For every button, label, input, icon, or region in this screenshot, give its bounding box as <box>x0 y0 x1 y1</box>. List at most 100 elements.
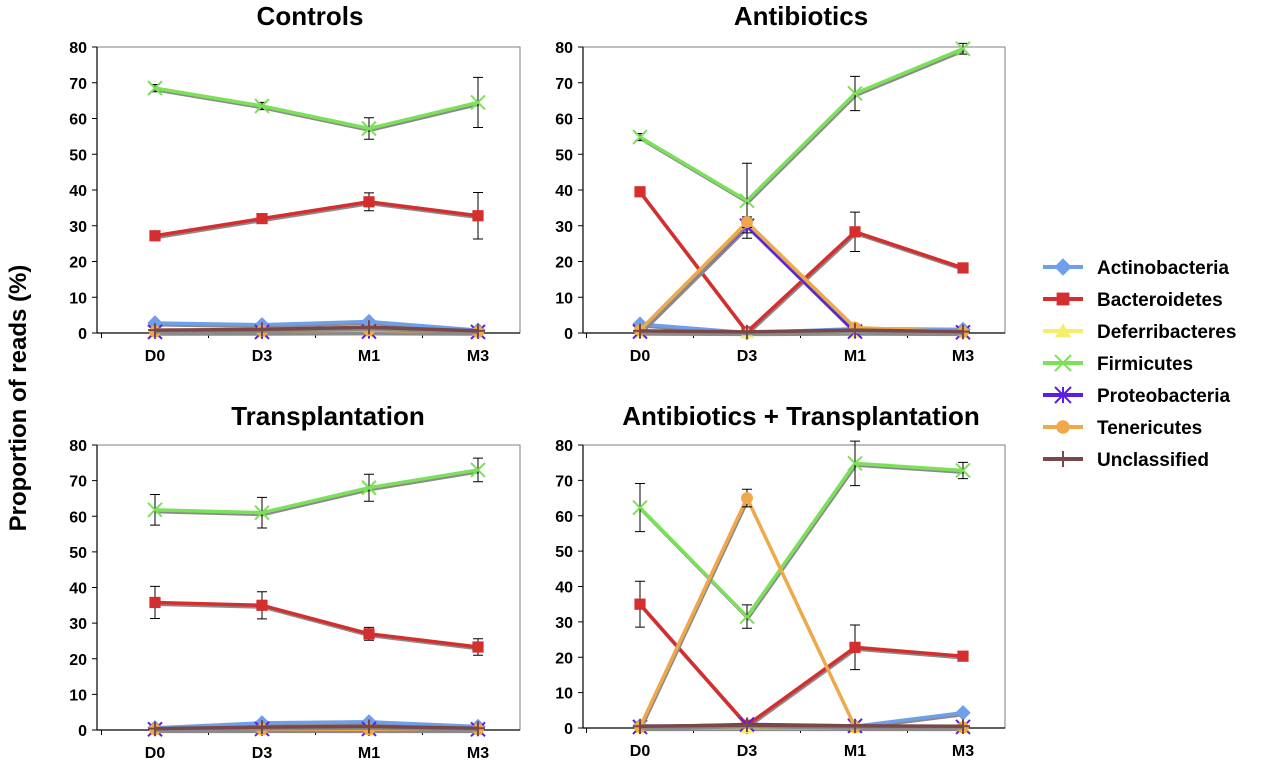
y-tick-label: 70 <box>69 474 87 491</box>
data-point <box>472 210 484 222</box>
data-point <box>470 462 486 478</box>
x-tick-label: D3 <box>737 743 758 760</box>
y-tick-label: 40 <box>555 183 573 200</box>
legend-marker <box>1054 386 1072 404</box>
data-point <box>361 480 377 496</box>
data-point <box>255 720 269 735</box>
chart-title: Antibiotics <box>734 1 868 31</box>
series-bacteroidetes <box>149 585 484 656</box>
data-point <box>471 323 485 338</box>
x-tick-label: M1 <box>844 743 866 760</box>
legend-label: Tenericutes <box>1097 418 1202 439</box>
data-point <box>363 196 375 208</box>
y-tick-label: 40 <box>555 580 573 597</box>
data-point <box>362 719 376 734</box>
data-point <box>740 718 754 733</box>
data-point <box>254 98 270 114</box>
y-tick-label: 10 <box>555 686 573 703</box>
chart-title: Antibiotics + Transplantation <box>622 401 980 431</box>
series-unclassified <box>633 718 970 734</box>
legend-label: Firmicutes <box>1097 354 1193 375</box>
data-point <box>632 129 648 145</box>
y-tick-label: 10 <box>555 290 573 307</box>
legend-item-unclassified: Unclassified <box>1043 450 1209 471</box>
data-point <box>470 94 486 111</box>
x-tick-label: D0 <box>145 348 166 365</box>
y-tick-label: 60 <box>555 509 573 526</box>
data-point <box>148 721 162 736</box>
y-tick-label: 80 <box>555 438 573 455</box>
x-tick-label: D0 <box>630 743 651 760</box>
legend-marker <box>1054 354 1072 372</box>
x-tick-label: D0 <box>630 348 651 365</box>
x-tick-label: M1 <box>358 348 380 365</box>
series-line <box>154 319 479 332</box>
y-tick-label: 60 <box>555 112 573 129</box>
y-tick-label: 10 <box>69 290 87 307</box>
y-tick-label: 80 <box>69 438 87 455</box>
x-tick-label: M1 <box>358 745 380 762</box>
data-point <box>740 324 754 339</box>
series-line <box>638 190 964 335</box>
series-shadow <box>155 327 480 335</box>
x-tick-label: M1 <box>844 348 866 365</box>
y-tick-label: 40 <box>69 183 87 200</box>
y-tick-label: 70 <box>555 76 573 93</box>
series-line <box>154 468 479 515</box>
data-point <box>955 705 971 721</box>
data-point <box>957 262 969 274</box>
x-tick-label: D3 <box>252 745 273 762</box>
series-line <box>639 47 964 203</box>
y-tick-label: 0 <box>564 721 573 738</box>
data-point <box>149 230 161 242</box>
chart-antibiotics-transplantation: 0 10 20 30 40 50 60 70 80 D0 D3 M1 M3 Antibiotics + T… <box>555 401 1006 760</box>
y-tick-label: 0 <box>78 326 87 343</box>
y-tick-label: 0 <box>564 326 573 343</box>
data-point <box>848 323 862 338</box>
data-point <box>147 80 163 96</box>
plot-area <box>582 444 1006 729</box>
series-shadow <box>155 202 480 240</box>
data-point <box>956 324 970 339</box>
series-line <box>154 325 479 333</box>
series-unclassified <box>148 719 485 736</box>
y-tick-label: 30 <box>69 616 87 633</box>
y-tick-label: 70 <box>555 473 573 490</box>
data-point <box>361 120 377 137</box>
series-firmicutes <box>632 440 971 629</box>
legend-item-deferribacteres: Deferribacteres <box>1043 322 1236 343</box>
data-point <box>739 193 755 209</box>
series-shadow <box>640 49 965 205</box>
data-point <box>147 502 163 518</box>
series-line <box>639 723 964 728</box>
legend-label: Bacteroidetes <box>1097 290 1223 311</box>
legend-item-tenericutes: Tenericutes <box>1043 418 1202 439</box>
y-tick-label: 20 <box>69 652 87 669</box>
series-shadow <box>639 463 965 621</box>
legend-marker <box>1056 292 1070 306</box>
legend-item-proteobacteria: Proteobacteria <box>1043 386 1230 407</box>
series-line <box>638 603 964 728</box>
y-tick-label: 50 <box>555 544 573 561</box>
legend-label: Actinobacteria <box>1097 258 1229 279</box>
x-tick-label: D0 <box>145 745 166 762</box>
data-point <box>632 499 648 516</box>
data-point <box>847 85 863 102</box>
legend-item-actinobacteria: Actinobacteria <box>1043 258 1229 279</box>
data-point <box>849 226 861 238</box>
series-proteobacteria <box>632 218 971 340</box>
series-line <box>154 200 479 238</box>
y-tick-label: 20 <box>555 650 573 667</box>
chart-controls: 0 10 20 30 40 50 60 70 80 D0 D3 M1 M3 Controls <box>69 1 521 365</box>
legend-label: Proteobacteria <box>1097 386 1230 407</box>
data-point <box>957 650 969 662</box>
data-point <box>634 598 646 610</box>
series-bacteroidetes <box>634 580 969 731</box>
y-tick-label: 20 <box>69 255 87 272</box>
y-tick-label: 30 <box>555 615 573 632</box>
series-shadow <box>155 470 480 517</box>
chart-panels: 0 10 20 30 40 50 60 70 80 D0 D3 M1 M3 Controls 0 10 20 30… <box>69 1 1006 762</box>
x-tick-label: D3 <box>737 348 758 365</box>
data-point <box>739 608 755 625</box>
y-tick-label: 40 <box>69 581 87 598</box>
